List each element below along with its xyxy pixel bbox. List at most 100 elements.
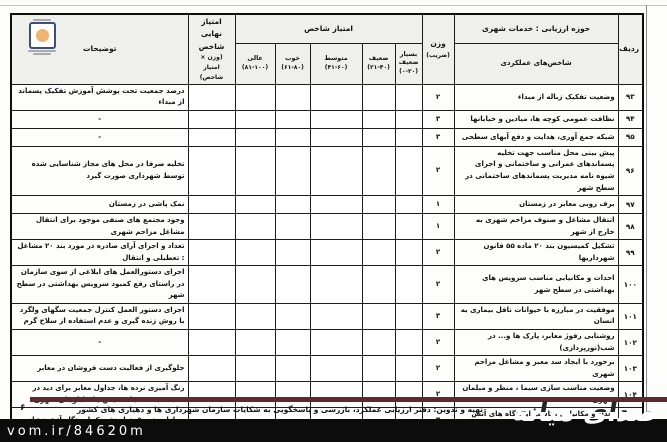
level-label: خوب [285,55,300,63]
header-notes: توضیحات [10,13,189,85]
score-cell-excellent [234,83,276,111]
final-score-label: امتیاز نهایی شاخص [198,17,225,51]
score-cell-weak [361,381,396,409]
score-cell-medium [309,145,363,197]
table-row: ۹۸ انتقال مشاغل و صنوف مزاحم شهری به خار… [10,213,644,241]
row-number-cell: ۹۹ [617,239,644,267]
header-score-group: امتیاز شاخص [234,13,423,44]
header-row-number: ردیف [617,13,644,85]
note-cell: اجرای دستور العمل کنترل جمعیت سگهای ولگر… [10,302,189,331]
note-cell: جلوگیری از فعالیت دست فروشان در معابر [10,355,189,383]
note-cell: تعداد و اجرای آرای صادره در مورد بند ۲۰ … [10,239,189,267]
header-level-very-weak: بسیار ضعیف (۰-۲۰) [394,42,423,85]
level-label: ضعیف [368,55,389,63]
final-score-formula: (وزن × امتیاز شاخص) [199,54,224,81]
header-indicators-title: شاخص‌های عملکردی [453,42,619,85]
indicator-cell: احداث و مکانیابی مناسب سرویس های بهداشتی… [453,265,619,304]
watermark-url: vom.ir/84620m [7,424,146,439]
organization-logo [19,18,65,56]
score-cell-good [274,381,311,409]
level-range: (۸۱-۱۰۰) [241,63,269,71]
table-row: ۹۶ پیش بینی محل مناسب جهت تخلیه پسماندها… [10,145,644,197]
indicator-cell: شبکه جمع آوری، هدایت و دفع آبهای سطحی [453,127,619,147]
weight-cell: ۲ [421,265,455,304]
page-top-rule [0,5,667,6]
footer-credit-text: تهیه و تدوین: دفتر ارزیابی عملکرد، بازرس… [76,405,483,414]
score-cell-weak [361,127,396,147]
footer-divider-rule [30,397,667,402]
weight-cell: ۲ [421,355,455,383]
indicator-cell: روشنایی رفوژ معابر، پارک ها و... در شب(ن… [453,328,619,357]
score-cell-good [274,328,311,357]
score-cell-good [274,127,311,147]
weight-cell: ۲ [421,145,455,197]
logo-circle-icon [35,29,49,42]
score-cell-good [274,302,311,331]
table-row: ۹۵ شبکه جمع آوری، هدایت و دفع آبهای سطحی… [10,127,644,147]
weight-cell: ۲ [421,328,455,357]
sedaye-miane-logo: صدای میانه [510,398,660,428]
score-cell-medium [309,239,363,267]
score-cell-excellent [234,328,276,357]
indicator-cell: پیش بینی محل مناسب جهت تخلیه پسماندهای ع… [453,145,619,197]
score-cell-weak [361,265,396,304]
row-number-cell: ۹۴ [617,109,644,129]
score-cell-very-weak [394,195,423,215]
score-cell-excellent [234,239,276,267]
score-cell-medium [309,109,363,129]
level-label: بسیار ضعیف [398,50,419,67]
score-cell-medium [309,355,363,383]
header-weight: وزن (ضریب) [421,13,455,85]
indicator-cell: برف روبی معابر در زمستان [453,195,619,215]
score-cell-excellent [234,213,276,241]
weight-label: وزن [430,39,446,49]
final-score-cell [187,328,236,357]
score-cell-weak [361,302,396,331]
score-cell-good [274,83,311,111]
indicator-cell: انتقال مشاغل و صنوف مزاحم شهری به خارج ا… [453,213,619,241]
final-score-cell [187,265,236,304]
row-number-cell: ۱۰۳ [617,355,644,383]
note-cell: رنگ آمیزی نرده ها، جداول معابر برای دید … [10,381,189,409]
row-number-cell: ۱۰۱ [617,302,644,331]
indicator-cell: نظافت عمومی کوچه ها، میادین و خیابانها [453,109,619,129]
score-cell-medium [309,302,363,331]
score-cell-excellent [234,355,276,383]
final-score-cell [187,127,236,147]
logo-emblem-icon [28,22,56,49]
score-cell-excellent [234,195,276,215]
weight-cell: ۲ [421,381,455,409]
indicator-cell: وضعیت تفکیک زباله از مبداء [453,83,619,111]
score-cell-very-weak [394,265,423,304]
table-row: ۹۳ وضعیت تفکیک زباله از مبداء ۲ درصد جمع… [10,83,644,111]
score-cell-very-weak [394,328,423,357]
score-cell-excellent [234,302,276,331]
weight-cell: ۲ [421,83,455,111]
score-cell-excellent [234,109,276,129]
level-range: (۲۱-۴۰) [367,63,390,71]
score-cell-very-weak [394,381,423,409]
table-row: ۹۴ نظافت عمومی کوچه ها، میادین و خیابانه… [10,109,644,129]
final-score-cell [187,302,236,331]
score-cell-medium [309,195,363,215]
weight-cell: ۳ [421,302,455,331]
score-cell-excellent [234,265,276,304]
watermark-bar [0,419,667,442]
logo-bottom-text-2 [33,53,51,55]
score-cell-very-weak [394,302,423,331]
level-range: (۶۱-۸۰) [281,63,304,71]
score-cell-medium [309,83,363,111]
header-level-weak: ضعیف (۲۱-۴۰) [361,42,396,85]
final-score-cell [187,145,236,197]
table-header: ردیف حوزه ارزیابی : خدمات شهری وزن (ضریب… [10,13,644,85]
table-row: ۹۹ تشکیل کمیسیون بند ۲۰ ماده ۵۵ قانون شه… [10,239,644,267]
final-score-cell [187,355,236,383]
note-cell: درصد جمعیت تحت پوشش آموزش تفکیک پسماند ا… [10,83,189,111]
weight-sublabel: (ضریب) [426,51,450,59]
score-cell-weak [361,145,396,197]
level-label: متوسط [324,55,348,63]
score-cell-weak [361,109,396,129]
score-cell-very-weak [394,355,423,383]
level-label: عالی [247,55,263,63]
weight-cell: ۲ [421,239,455,267]
